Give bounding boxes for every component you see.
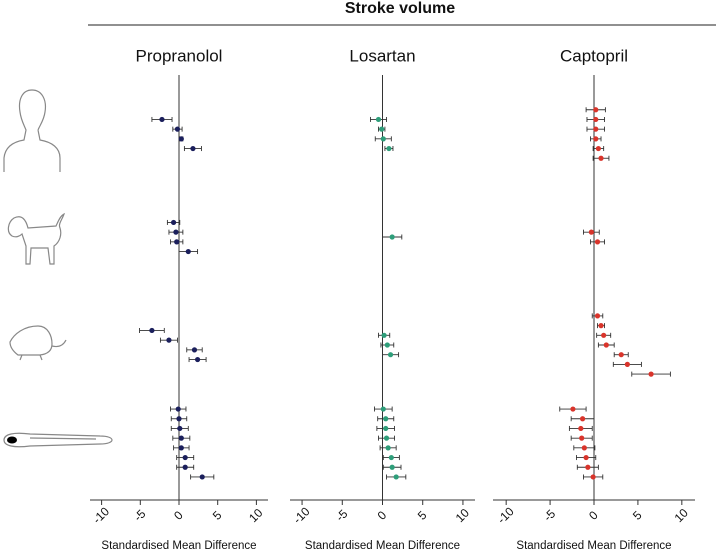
point — [174, 239, 180, 245]
rat-icon — [9, 325, 67, 361]
point — [185, 248, 191, 255]
point — [393, 474, 399, 480]
x-tick-label: -10 — [495, 504, 517, 526]
point — [579, 416, 586, 422]
point — [385, 445, 391, 451]
point — [175, 406, 181, 412]
x-tick-label: -5 — [333, 506, 351, 524]
x-tick-label: 0 — [171, 508, 186, 523]
x-axis-label: Standardised Mean Difference — [101, 540, 256, 550]
point — [594, 313, 601, 319]
point — [174, 126, 181, 132]
x-tick-label: -10 — [90, 504, 112, 526]
point — [159, 116, 165, 123]
point — [383, 435, 390, 441]
x-tick-label: -5 — [541, 506, 559, 524]
point — [389, 464, 395, 470]
point — [191, 347, 198, 353]
x-tick-label: 5 — [415, 508, 430, 523]
x-axis-label: Standardised Mean Difference — [305, 540, 460, 550]
point — [618, 352, 624, 358]
point — [199, 474, 205, 480]
x-tick-label: 10 — [672, 506, 692, 526]
point — [166, 337, 172, 343]
point — [375, 116, 382, 123]
point — [593, 126, 599, 132]
x-tick-label: 10 — [453, 506, 473, 526]
point — [178, 136, 184, 142]
point — [178, 435, 184, 441]
point — [387, 352, 394, 358]
point — [603, 342, 609, 348]
point — [595, 145, 601, 152]
point — [176, 416, 182, 422]
point — [182, 464, 188, 470]
point — [380, 136, 386, 142]
point — [182, 454, 188, 461]
point — [384, 342, 390, 348]
point — [379, 126, 385, 132]
point — [583, 454, 589, 461]
x-tick-label: -10 — [290, 504, 312, 526]
x-axis-label: Standardised Mean Difference — [516, 540, 671, 550]
x-tick-label: 5 — [210, 508, 225, 523]
point — [648, 371, 654, 377]
x-tick-label: 0 — [586, 508, 601, 523]
point — [383, 416, 389, 422]
point — [386, 145, 392, 152]
x-tick-label: 0 — [375, 508, 390, 523]
x-tick-label: 5 — [630, 508, 645, 523]
dog-icon — [7, 212, 66, 265]
point — [593, 136, 599, 142]
point — [601, 332, 607, 338]
point — [389, 234, 395, 240]
x-tick-label: 10 — [246, 506, 266, 526]
point — [588, 229, 594, 235]
point — [170, 219, 177, 226]
point — [380, 406, 386, 412]
x-tick-label: -5 — [131, 506, 149, 524]
panel-title: Losartan — [349, 46, 415, 65]
human-icon — [3, 89, 61, 172]
point — [594, 239, 601, 245]
panel-title: Propranolol — [136, 46, 223, 65]
point — [581, 445, 587, 451]
point — [381, 332, 387, 338]
point — [585, 464, 591, 470]
point — [598, 155, 604, 161]
point — [383, 425, 389, 432]
point — [388, 454, 394, 461]
point — [593, 116, 599, 123]
panel-title: Captopril — [560, 46, 628, 65]
zebrafish-icon — [3, 432, 113, 448]
point — [598, 323, 604, 329]
point — [579, 435, 585, 441]
point — [177, 425, 183, 432]
point — [578, 425, 584, 432]
figure-title: Stroke volume — [345, 0, 455, 17]
point — [149, 327, 155, 334]
point — [194, 356, 201, 363]
point — [624, 361, 630, 367]
point — [178, 445, 184, 451]
point — [590, 474, 596, 480]
point — [173, 229, 179, 235]
point — [190, 145, 196, 152]
point — [593, 107, 599, 113]
point — [570, 406, 576, 412]
